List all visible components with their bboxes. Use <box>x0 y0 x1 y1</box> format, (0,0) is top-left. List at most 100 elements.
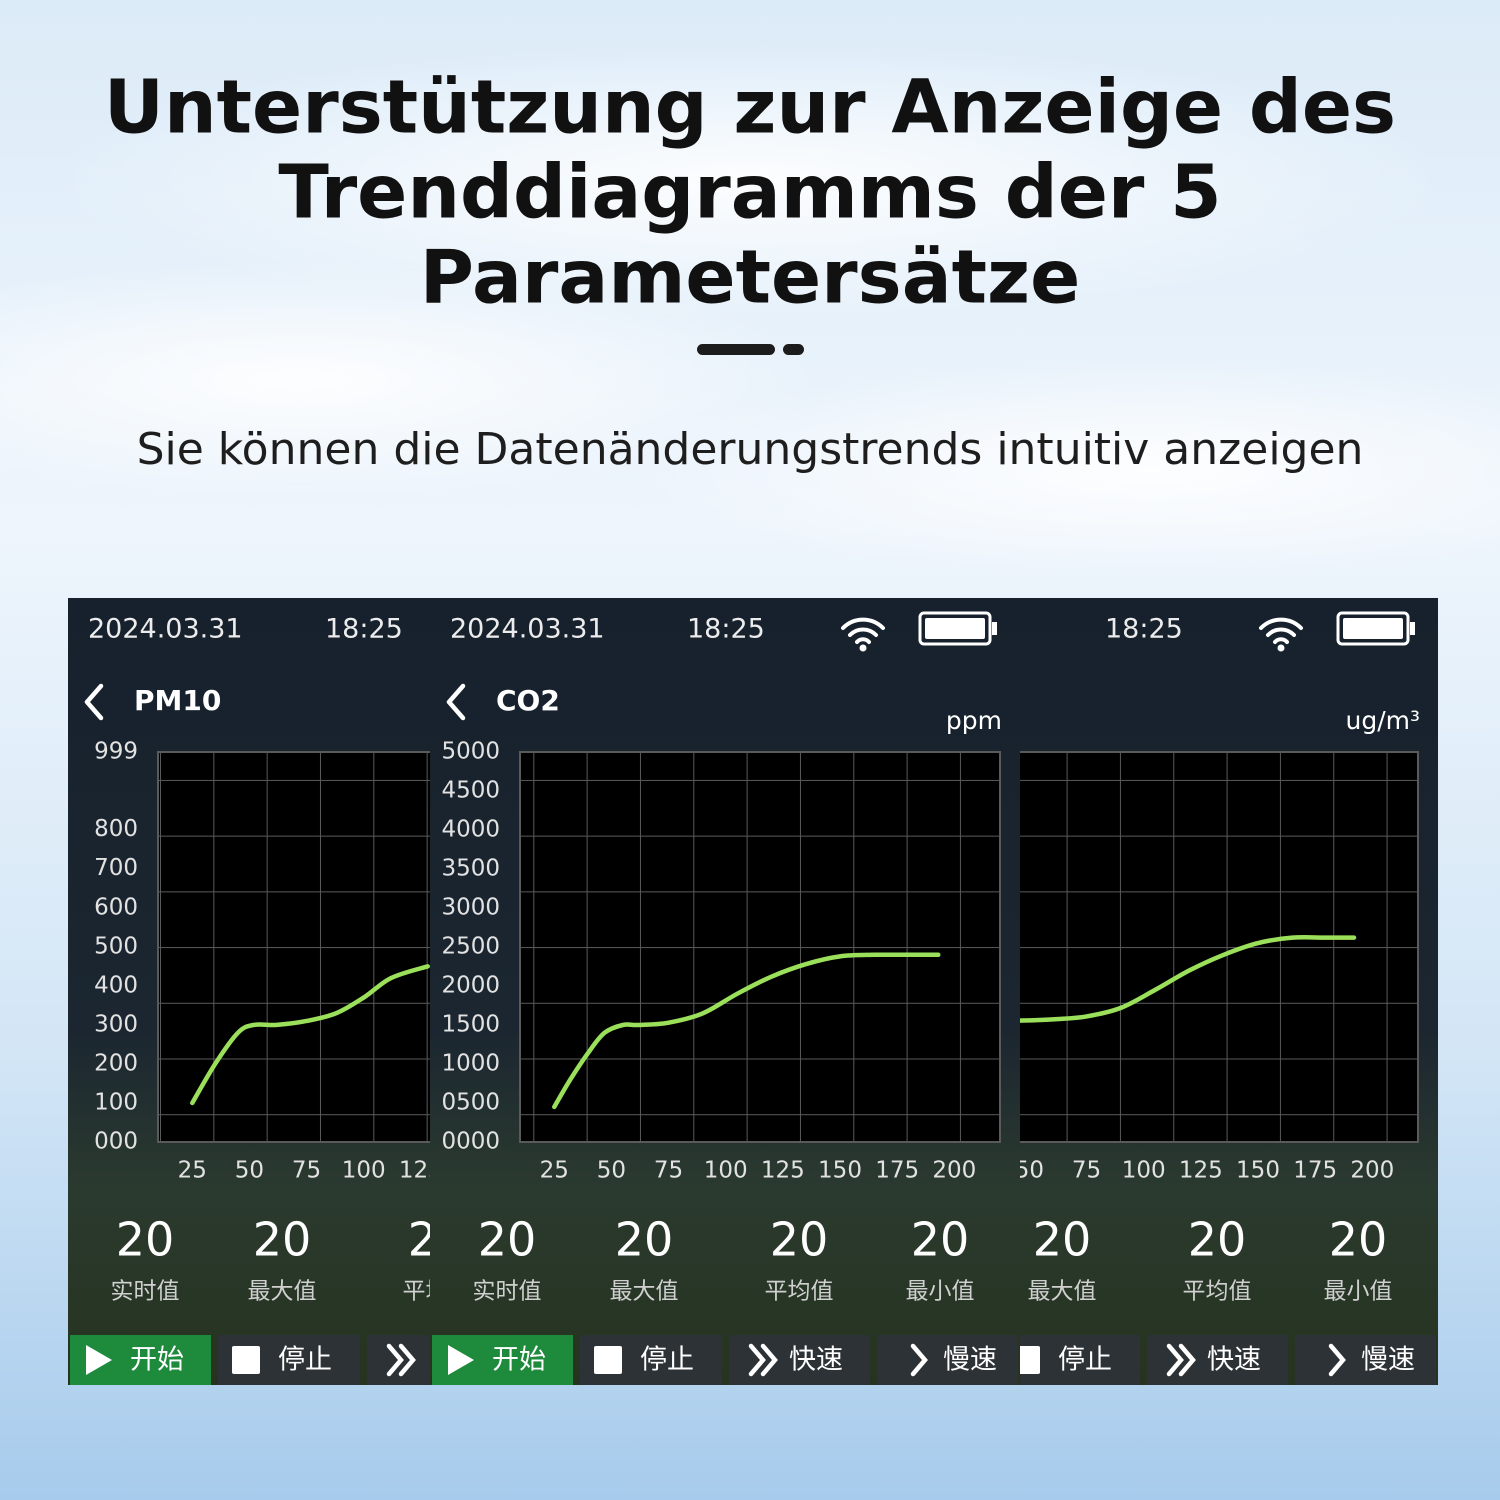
button-label[interactable]: 停止 <box>640 1345 694 1376</box>
x-tick-label: 200 <box>1350 1158 1394 1184</box>
x-tick-label: 100 <box>704 1158 748 1184</box>
stat-value: 20 <box>478 1213 537 1267</box>
fast-icon <box>386 1343 416 1377</box>
y-tick-label: 600 <box>94 894 138 920</box>
stat-label: 最小值 <box>906 1279 975 1305</box>
dash <box>697 344 775 355</box>
stat-label: 平均值 <box>1183 1279 1252 1305</box>
stat-value: 20 <box>911 1213 970 1267</box>
button-label[interactable]: 快速 <box>789 1345 843 1376</box>
y-tick-label: 3500 <box>441 856 500 882</box>
control-button[interactable]: 停止 <box>580 1335 722 1385</box>
wifi-icon <box>1259 617 1303 652</box>
button-label[interactable]: 停止 <box>1058 1345 1112 1376</box>
control-button[interactable]: 停止 <box>218 1335 360 1385</box>
stat-label: 最大值 <box>610 1279 679 1305</box>
x-tick-label: 75 <box>1072 1158 1101 1184</box>
back-icon <box>446 683 466 721</box>
trend-line <box>190 964 430 1106</box>
control-button[interactable]: 快速 <box>729 1335 870 1385</box>
y-tick-label: 1000 <box>441 1051 500 1077</box>
button-label[interactable]: 开始 <box>492 1345 546 1376</box>
stat-value: 20 <box>1033 1213 1092 1267</box>
cloud <box>50 40 1450 320</box>
y-tick-label: 1500 <box>441 1012 500 1038</box>
fast-icon <box>1166 1343 1196 1377</box>
y-tick-label: 100 <box>94 1089 138 1115</box>
play-icon <box>448 1345 474 1375</box>
fast-icon <box>748 1343 778 1377</box>
button-background <box>1147 1335 1288 1385</box>
button-label[interactable]: 停止 <box>278 1345 332 1376</box>
trend-line <box>1004 934 1357 1024</box>
y-tick-label: 000 <box>94 1129 138 1155</box>
y-tick-label: 4500 <box>441 778 500 804</box>
y-tick-label: 400 <box>94 972 138 998</box>
button-background <box>729 1335 870 1385</box>
x-tick-label: 175 <box>875 1158 919 1184</box>
x-tick-label: 100 <box>1122 1158 1166 1184</box>
cloud <box>630 360 1500 580</box>
y-tick-label: 4000 <box>441 817 500 843</box>
x-tick-label: 125 <box>761 1158 805 1184</box>
title-dash <box>697 344 804 355</box>
y-tick-label: 999 <box>94 739 138 765</box>
battery-tip <box>1410 622 1415 635</box>
stat-label: 最大值 <box>1028 1279 1097 1305</box>
dash <box>783 344 804 355</box>
back-icon <box>84 683 104 721</box>
y-tick-label: 200 <box>94 1050 138 1076</box>
title-line: Parametersätze <box>420 235 1081 321</box>
stat-label: 最大值 <box>248 1279 317 1305</box>
battery-level <box>1343 618 1403 639</box>
stat-label: 实时值 <box>111 1279 180 1305</box>
unit-label: ppm <box>946 706 1002 735</box>
status-time: 18:25 <box>325 614 403 645</box>
y-tick-label: 2500 <box>441 934 500 960</box>
y-tick-label: 5000 <box>441 739 500 765</box>
wifi-icon <box>841 617 885 652</box>
status-date: 2024.03.31 <box>88 614 243 645</box>
status-time: 18:25 <box>1105 614 1183 645</box>
button-label[interactable]: 慢速 <box>943 1345 997 1376</box>
x-tick-label: 75 <box>654 1158 683 1184</box>
trend-line <box>552 952 941 1110</box>
control-button[interactable]: 开始 <box>432 1335 573 1385</box>
control-button[interactable]: 开始 <box>70 1335 211 1385</box>
button-background <box>877 1335 1018 1385</box>
stat-label: 平均值 <box>765 1279 834 1305</box>
wifi-dot <box>859 644 867 652</box>
slow-icon <box>1328 1343 1346 1377</box>
title-line: Unterstützung zur Anzeige des <box>104 65 1396 151</box>
stat-value: 20 <box>770 1213 829 1267</box>
parameter-name: PM10 <box>134 684 221 717</box>
x-tick-label: 200 <box>932 1158 976 1184</box>
stat-value: 20 <box>253 1213 312 1267</box>
control-button[interactable]: 快速 <box>1147 1335 1288 1385</box>
stat-value: 20 <box>1188 1213 1247 1267</box>
x-tick-label: 150 <box>1236 1158 1280 1184</box>
y-tick-label: 0500 <box>441 1090 500 1116</box>
plot-grid <box>519 751 1001 1143</box>
button-label[interactable]: 快速 <box>1207 1345 1261 1376</box>
stat-value: 20 <box>1329 1213 1388 1267</box>
play-icon <box>86 1345 112 1375</box>
control-button[interactable]: 慢速 <box>1295 1335 1436 1385</box>
slow-icon <box>910 1343 928 1377</box>
battery-body <box>1336 611 1410 646</box>
button-label[interactable]: 慢速 <box>1361 1345 1415 1376</box>
y-tick-label: 3000 <box>441 895 500 921</box>
stat-label: 最小值 <box>1324 1279 1393 1305</box>
x-tick-label: 50 <box>235 1158 264 1184</box>
title-line: Trenddiagramms der 5 <box>278 150 1221 236</box>
stat-value: 20 <box>116 1213 175 1267</box>
cloud <box>0 260 820 500</box>
battery-level <box>925 618 985 639</box>
button-label[interactable]: 开始 <box>130 1345 184 1376</box>
y-tick-label: 700 <box>94 855 138 881</box>
control-button[interactable]: 慢速 <box>877 1335 1018 1385</box>
y-tick-label: 300 <box>94 1011 138 1037</box>
wifi-arc <box>841 617 885 644</box>
battery-icon <box>1336 611 1415 646</box>
